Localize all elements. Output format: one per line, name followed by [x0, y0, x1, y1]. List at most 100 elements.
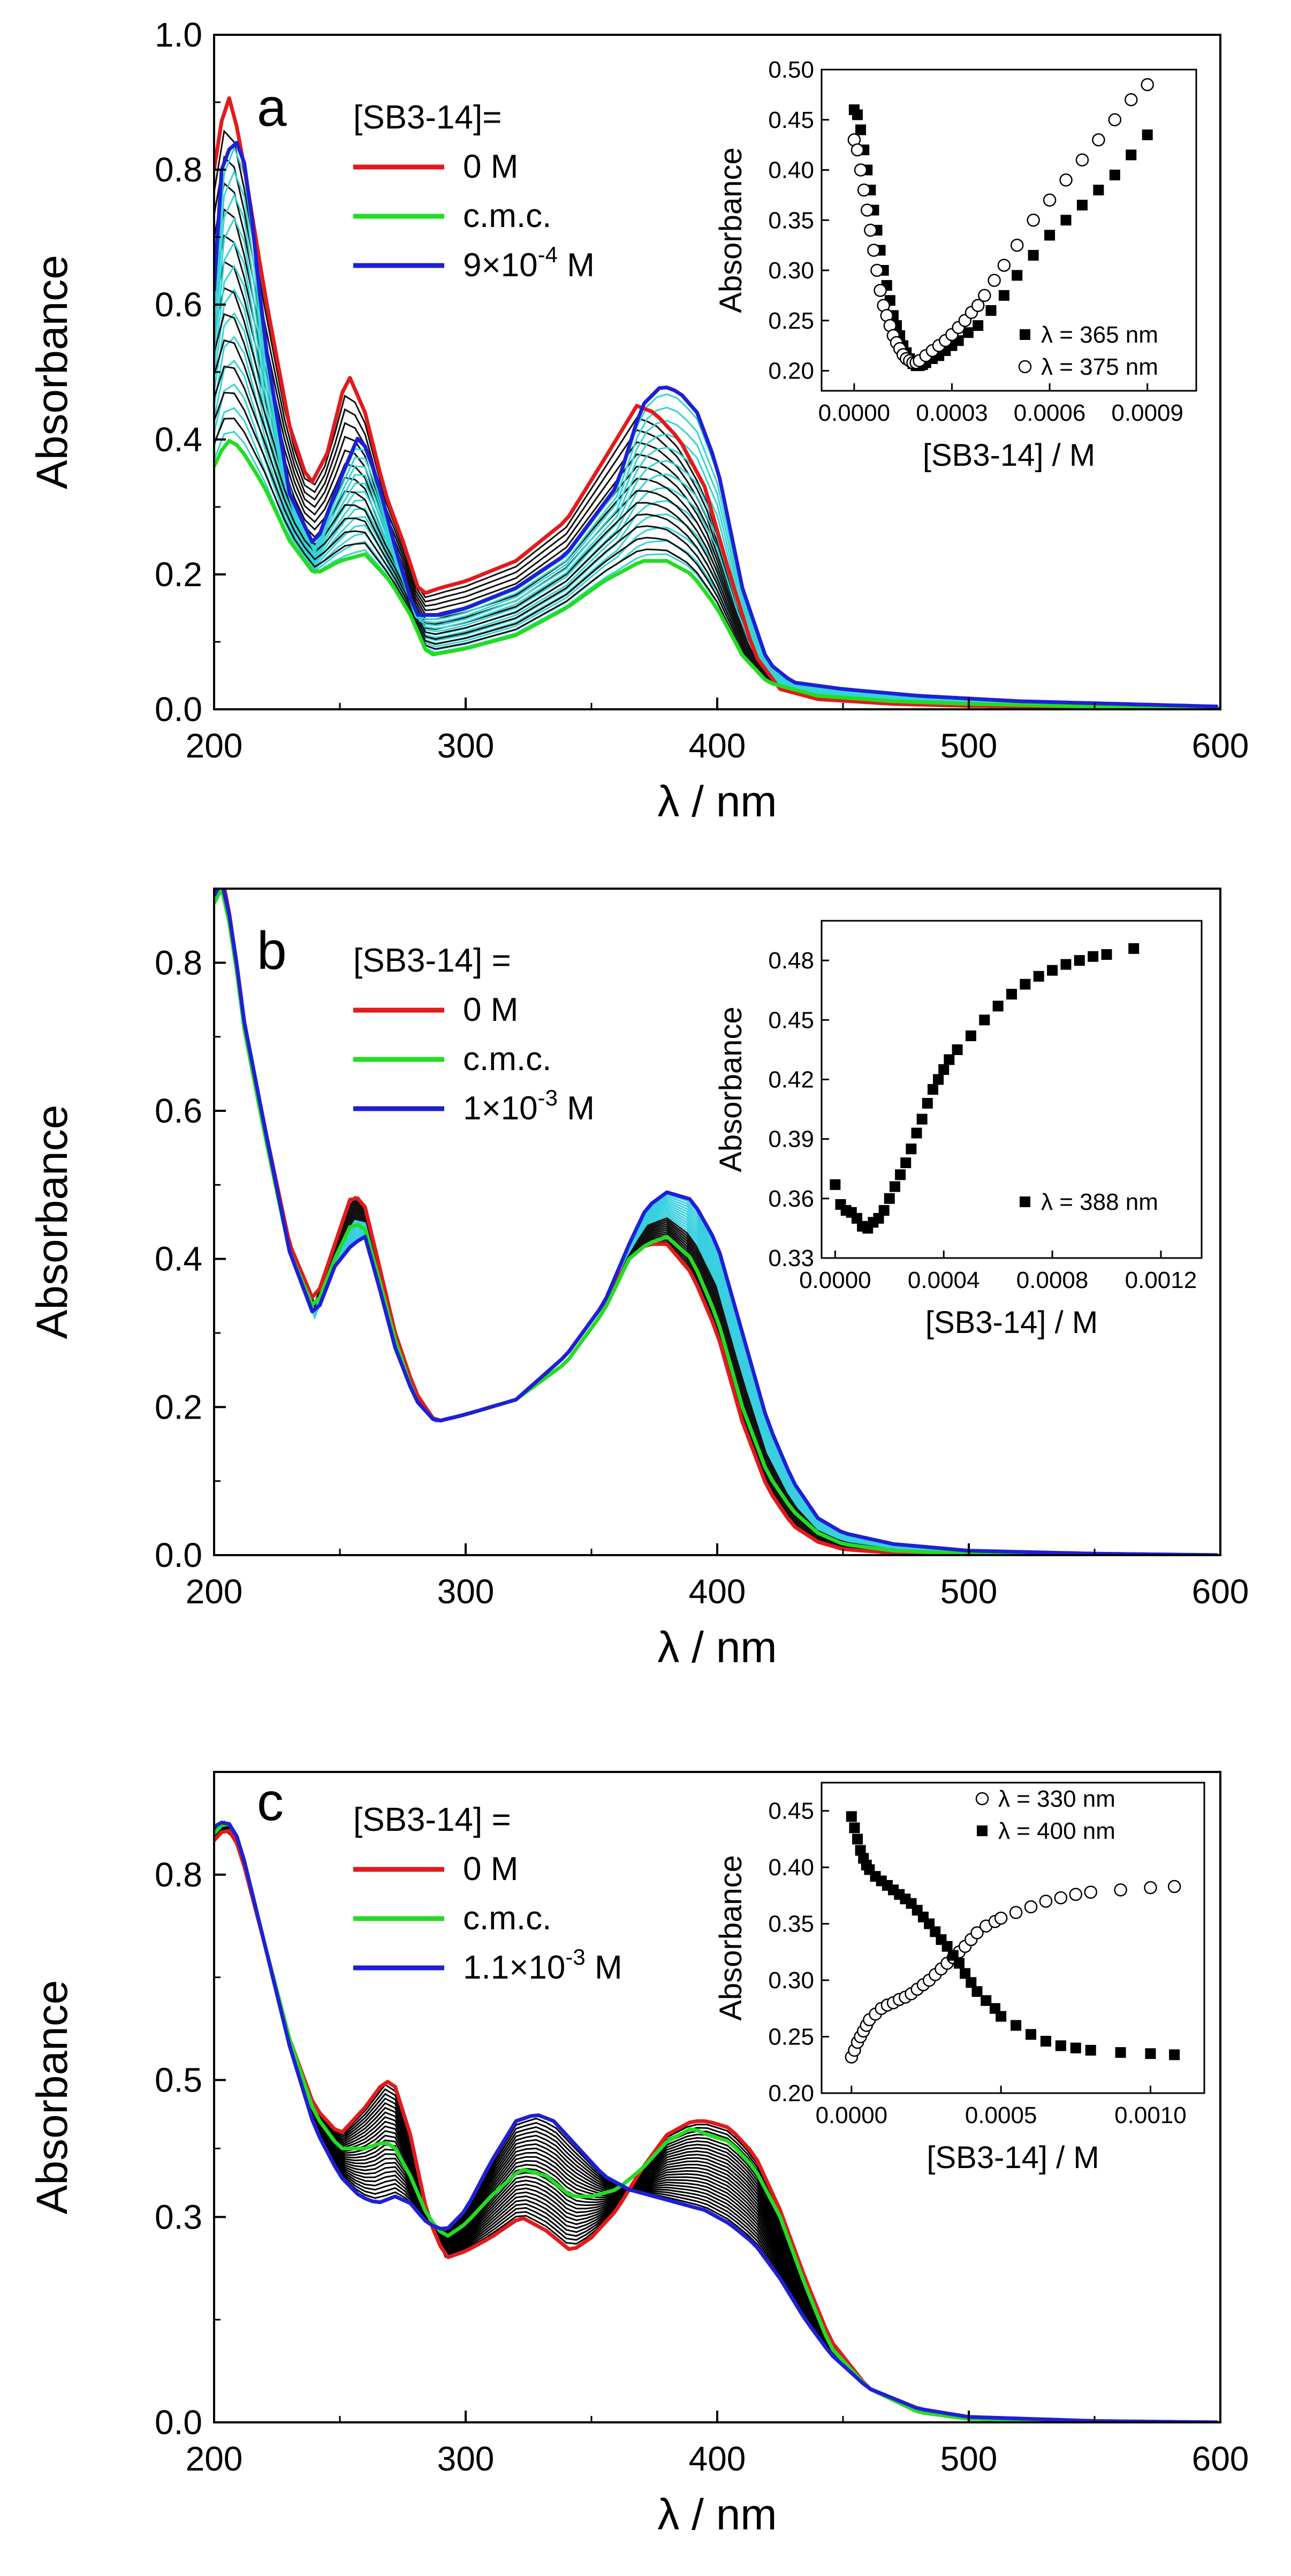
inset-x-tick-label: 0.0010 — [1114, 2102, 1187, 2128]
inset-legend-marker — [1020, 329, 1030, 340]
inset-point — [953, 1958, 965, 1969]
inset-y-tick-label: 0.20 — [768, 2080, 814, 2107]
inset-series-0 — [845, 1880, 1181, 2064]
inset-point — [1060, 215, 1072, 226]
inset-point — [1128, 943, 1140, 954]
panel-label: a — [257, 78, 287, 138]
inset-y-tick-label: 0.30 — [768, 257, 814, 284]
inset-point — [1026, 2029, 1037, 2040]
inset-x-tick-label: 0.0012 — [1125, 1267, 1197, 1293]
panel-a: 200 300 400 500 600 0.0 0.2 0.4 0.6 0.8 1.0 λ / nm A… — [28, 16, 1249, 826]
inset-point — [1040, 2035, 1051, 2047]
inset-point — [962, 327, 974, 338]
inset-y-axis-title: Absorbance — [713, 1006, 748, 1172]
x-tick-label: 400 — [689, 2439, 746, 2478]
inset-point — [1075, 153, 1089, 166]
inset-y-tick-label: 0.45 — [768, 107, 814, 133]
x-tick-label: 600 — [1192, 726, 1249, 765]
inset-y-tick-label: 0.25 — [768, 2024, 814, 2050]
y-tick-label: 0.0 — [155, 2403, 202, 2442]
inset-point — [1145, 2048, 1156, 2059]
inset-point — [979, 1014, 990, 1026]
inset-point — [1043, 193, 1057, 207]
inset-point — [1028, 249, 1039, 261]
panel-label: c — [257, 1772, 284, 1832]
inset-point — [916, 1113, 928, 1125]
inset-y-tick-label: 0.39 — [768, 1126, 814, 1153]
inset-point — [1011, 2020, 1022, 2031]
inset-point — [906, 1143, 917, 1155]
inset-point — [922, 1097, 933, 1109]
inset-point — [971, 1986, 983, 1997]
inset-point — [1167, 1880, 1181, 1893]
inset-point — [849, 1822, 860, 1833]
legend-label: c.m.c. — [463, 1041, 551, 1078]
legend-title: [SB3-14] = — [353, 1801, 511, 1838]
inset-y-tick-label: 0.30 — [768, 1967, 814, 1994]
inset-point — [884, 1193, 895, 1204]
inset-point — [855, 124, 867, 135]
legend: [SB3-14]= 0 M c.m.c. 9×10-4 M — [353, 99, 595, 284]
inset-y-tick-label: 0.35 — [768, 1911, 814, 1937]
inset-point — [1114, 1883, 1127, 1897]
inset-x-tick-label: 0.0006 — [1014, 400, 1086, 426]
inset-point — [867, 244, 880, 257]
inset-y-tick-label: 0.48 — [768, 948, 814, 974]
inset-point — [973, 320, 984, 331]
legend-label-main: 1×10 — [463, 1090, 538, 1127]
inset-point — [1084, 1885, 1097, 1899]
y-tick-label: 0.8 — [155, 1855, 202, 1894]
inset-point — [850, 143, 864, 157]
inset-point — [985, 305, 997, 316]
inset-point — [1115, 2047, 1126, 2058]
inset-x-tick-label: 0.0004 — [908, 1267, 980, 1293]
inset-point — [1092, 133, 1105, 147]
series-line-cmc — [214, 439, 1218, 709]
inset-point — [1024, 1900, 1038, 1914]
y-tick-label: 1.0 — [155, 16, 202, 54]
legend-label: 0 M — [463, 991, 518, 1028]
inset-point — [981, 1995, 992, 2006]
inset-point — [1142, 129, 1153, 140]
inset-point — [870, 263, 884, 277]
legend-label-main: 9×10 — [463, 247, 538, 284]
inset-point — [1060, 959, 1072, 970]
inset-chart: 0.0000 0.0005 0.0010 0.20 0.25 0.30 0.35 0.40 0.… — [713, 1782, 1205, 2175]
legend-label-main: 1.1×10 — [463, 1949, 565, 1986]
y-tick-label: 0.6 — [155, 285, 202, 324]
inset-x-tick-label: 0.0008 — [1016, 1267, 1089, 1293]
inset-point — [1055, 2040, 1066, 2051]
inset-x-tick-label: 0.0000 — [799, 1267, 871, 1293]
inset-legend-label: λ = 400 nm — [998, 1818, 1115, 1844]
y-axis-title: Absorbance — [28, 1980, 77, 2215]
x-tick-label: 300 — [437, 2439, 495, 2478]
inset-y-tick-label: 0.45 — [768, 1798, 814, 1824]
inset-y-tick-label: 0.45 — [768, 1007, 814, 1033]
inset-point — [857, 183, 871, 197]
x-tick-label: 500 — [940, 726, 998, 765]
inset-series-0 — [830, 943, 1140, 1234]
series-line-max — [214, 141, 1218, 709]
x-tick-label: 200 — [186, 1572, 243, 1611]
inset-point — [992, 1001, 1004, 1012]
x-tick-label: 200 — [186, 726, 243, 765]
inset-x-tick-label: 0.0005 — [965, 2102, 1037, 2128]
inset-point — [1047, 965, 1058, 976]
inset-y-tick-label: 0.33 — [768, 1245, 814, 1271]
inset-point — [1010, 238, 1024, 252]
inset-point — [952, 1044, 963, 1055]
inset-y-tick-label: 0.42 — [768, 1066, 814, 1093]
legend-label-sup: -4 — [538, 242, 558, 267]
inset-x-tick-label: 0.0000 — [818, 400, 891, 426]
panel-b: 200 300 400 500 600 0.0 0.2 0.4 0.6 0.8 λ / nm Abso… — [28, 888, 1249, 1672]
x-axis-title: λ / nm — [657, 2490, 777, 2539]
inset-point — [1074, 955, 1085, 966]
legend-label: c.m.c. — [463, 198, 551, 234]
inset-legend-label: λ = 330 nm — [998, 1786, 1115, 1812]
inset-point — [878, 1205, 890, 1216]
inset-y-tick-label: 0.50 — [768, 57, 814, 83]
inset-y-tick-label: 0.35 — [768, 207, 814, 233]
inset-point — [1009, 1906, 1023, 1919]
y-tick-label: 0.0 — [155, 1536, 202, 1574]
